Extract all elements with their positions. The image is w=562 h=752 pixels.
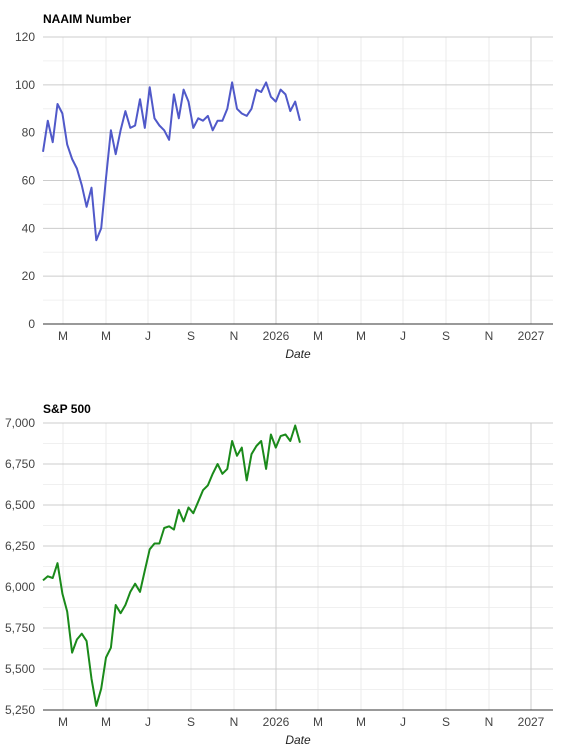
x-tick-label: M [101,329,111,343]
y-tick-label: 7,000 [5,416,35,430]
sp500-chart-svg: 5,250 5,500 5,750 6,000 6,250 6,500 6,750 7,000… [5,416,553,747]
y-tick-label: 6,000 [5,580,35,594]
x-tick-label: N [230,329,239,343]
x-tick-label: J [145,329,151,343]
x-tick-label: M [313,715,323,729]
y-tick-label: 120 [15,30,35,44]
x-tick-label: J [400,715,406,729]
x-tick-label: M [101,715,111,729]
naaim-chart: NAAIM Number 0 20 40 60 80 100 120 M M J S N 2026 M M J… [0,0,562,372]
sp500-chart: S&P 500 5,250 5,500 5,750 6,000 6,250 6,500 6,… [0,390,562,752]
y-tick-label: 6,750 [5,457,35,471]
y-tick-label: 20 [22,269,36,283]
y-tick-label: 5,500 [5,662,35,676]
x-tick-label: 2027 [518,329,545,343]
x-tick-label: 2026 [263,329,290,343]
y-tick-label: 6,250 [5,539,35,553]
x-tick-label: M [58,329,68,343]
x-tick-label: N [485,715,494,729]
y-tick-label: 0 [28,317,35,331]
x-tick-label: N [230,715,239,729]
x-tick-label: 2027 [518,715,545,729]
x-tick-label: S [442,715,450,729]
series-line [42,81,301,242]
naaim-chart-svg: 0 20 40 60 80 100 120 M M J S N 2026 M M J S N 2027 Date [15,30,553,361]
y-tick-label: 40 [22,221,36,235]
x-axis-title: Date [285,733,311,747]
y-tick-label: 5,250 [5,703,35,717]
y-tick-label: 80 [22,126,36,140]
x-tick-label: J [400,329,406,343]
x-tick-label: S [187,329,195,343]
x-tick-label: M [58,715,68,729]
x-tick-label: 2026 [263,715,290,729]
y-tick-label: 6,500 [5,498,35,512]
x-tick-label: S [187,715,195,729]
x-axis-title: Date [285,347,311,361]
chart-title: NAAIM Number [43,12,132,26]
x-tick-label: J [145,715,151,729]
series-line [42,424,301,707]
chart-title: S&P 500 [43,402,91,416]
x-tick-label: N [485,329,494,343]
y-tick-label: 100 [15,78,35,92]
y-tick-label: 5,750 [5,621,35,635]
x-tick-label: S [442,329,450,343]
x-tick-label: M [356,329,366,343]
x-tick-label: M [313,329,323,343]
y-tick-label: 60 [22,174,36,188]
x-tick-label: M [356,715,366,729]
